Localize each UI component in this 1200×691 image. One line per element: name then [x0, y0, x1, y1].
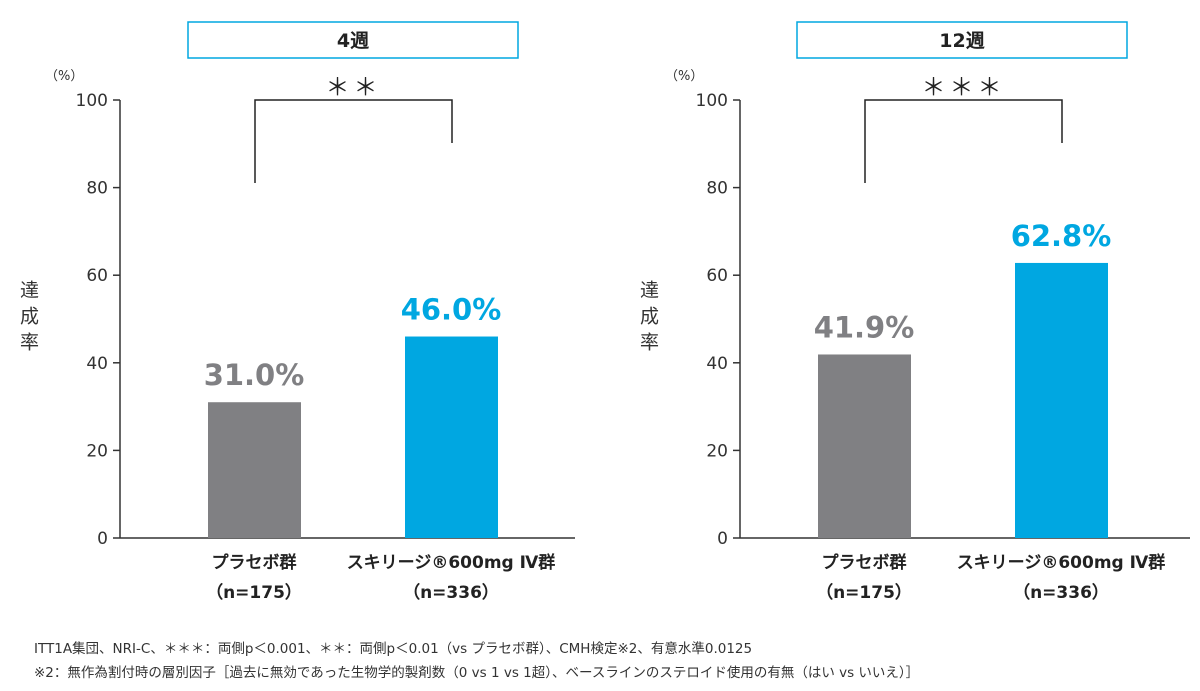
footnote-2: ※2：無作為割付時の層別因子［過去に無効であった生物学的製剤数（0 vs 1 v…	[34, 665, 920, 681]
y-tick-label: 20	[706, 441, 728, 461]
y-tick-label: 80	[86, 179, 108, 199]
category-n-label: （n=336）	[1013, 582, 1109, 603]
unit-label: （%）	[45, 69, 83, 84]
data-label: 41.9%	[814, 310, 915, 344]
data-label: 62.8%	[1011, 219, 1112, 253]
chart-title-box	[796, 21, 1128, 59]
chart-title: 4週	[337, 30, 369, 52]
category-n-label: （n=175）	[816, 582, 912, 603]
category-n-label: （n=336）	[403, 582, 499, 603]
y-tick-label: 60	[706, 266, 728, 286]
y-tick-label: 40	[706, 354, 728, 374]
significance-bracket	[864, 99, 1063, 183]
y-tick-label: 20	[86, 441, 108, 461]
bar-placebo	[208, 402, 301, 538]
significance-marker: ＊＊＊	[922, 73, 1006, 101]
y-axis-label: 達成率	[637, 280, 659, 358]
y-tick-label: 0	[97, 529, 108, 549]
bar-placebo	[818, 354, 911, 538]
category-label: スキリージ®600mg Ⅳ群	[347, 552, 556, 573]
data-label: 31.0%	[204, 358, 305, 392]
data-label: 46.0%	[401, 293, 502, 327]
bar-treatment	[405, 336, 498, 538]
y-tick-label: 0	[717, 529, 728, 549]
y-axis-label: 達成率	[17, 280, 39, 358]
y-tick-label: 100	[696, 91, 728, 111]
chart-title-box	[187, 21, 519, 59]
significance-marker: ＊＊	[326, 73, 382, 101]
y-tick-label: 60	[86, 266, 108, 286]
category-n-label: （n=175）	[206, 582, 302, 603]
category-label: スキリージ®600mg Ⅳ群	[957, 552, 1166, 573]
category-label: プラセボ群	[822, 552, 907, 573]
unit-label: （%）	[665, 69, 703, 84]
significance-bracket	[254, 99, 453, 183]
y-tick-label: 100	[76, 91, 108, 111]
y-tick-label: 40	[86, 354, 108, 374]
bar-treatment	[1015, 262, 1108, 538]
footnote-1: ITT1A集団、NRI-C、＊＊＊：両側p＜0.001、＊＊：両側p＜0.01（…	[34, 641, 753, 657]
chart-title: 12週	[939, 30, 984, 52]
y-tick-label: 80	[706, 179, 728, 199]
category-label: プラセボ群	[212, 552, 297, 573]
